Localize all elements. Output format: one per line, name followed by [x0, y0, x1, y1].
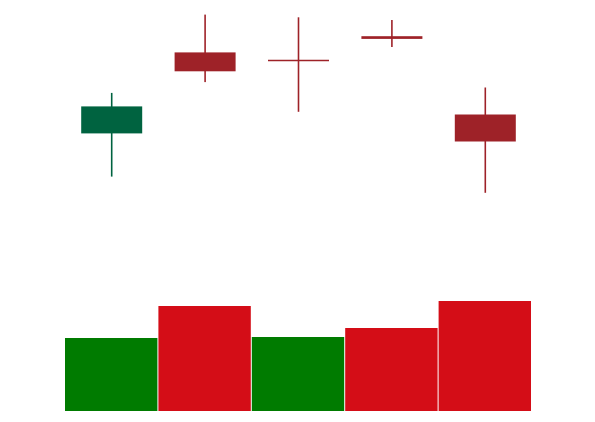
volume-panel [65, 301, 531, 411]
candle-5 [454, 87, 516, 193]
candle-2 [174, 14, 236, 83]
candle-3 [268, 17, 329, 112]
candle-1 [81, 92, 143, 177]
price-panel [81, 14, 516, 193]
candle-4 [361, 20, 423, 47]
candle-body [174, 52, 236, 72]
candle-body [454, 114, 516, 142]
volume-bar-5 [438, 301, 531, 411]
volume-bar-3 [251, 337, 345, 411]
volume-bar-2 [158, 306, 251, 411]
candle-body [361, 36, 423, 39]
candle-body [81, 106, 143, 134]
volume-bar-1 [65, 338, 158, 411]
volume-bar-4 [345, 328, 438, 411]
